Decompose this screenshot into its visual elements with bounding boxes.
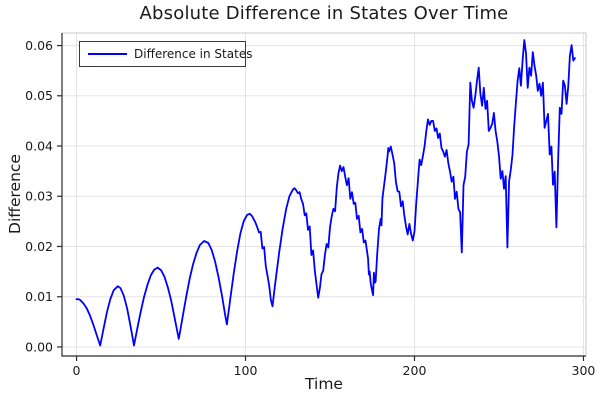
x-tick-label: 200 bbox=[403, 363, 427, 378]
x-tick-label: 100 bbox=[234, 363, 258, 378]
y-tick-label: 0.03 bbox=[25, 189, 53, 204]
legend-line-sample bbox=[88, 52, 127, 56]
y-tick-label: 0.01 bbox=[25, 289, 53, 304]
y-tick-label: 0.05 bbox=[25, 88, 53, 103]
x-tick-label: 0 bbox=[73, 363, 81, 378]
x-tick-label: 300 bbox=[572, 363, 596, 378]
legend-label: Difference in States bbox=[134, 47, 253, 61]
chart-title: Absolute Difference in States Over Time bbox=[139, 3, 509, 24]
y-tick-label: 0.02 bbox=[25, 239, 53, 254]
y-axis-label: Difference bbox=[6, 154, 24, 234]
x-axis-label: Time bbox=[305, 375, 343, 393]
difference-series-line bbox=[75, 39, 576, 347]
y-tick-label: 0.06 bbox=[25, 38, 53, 53]
y-tick-label: 0.00 bbox=[25, 339, 53, 354]
legend: Difference in States bbox=[79, 41, 252, 67]
y-tick-label: 0.04 bbox=[25, 138, 53, 153]
